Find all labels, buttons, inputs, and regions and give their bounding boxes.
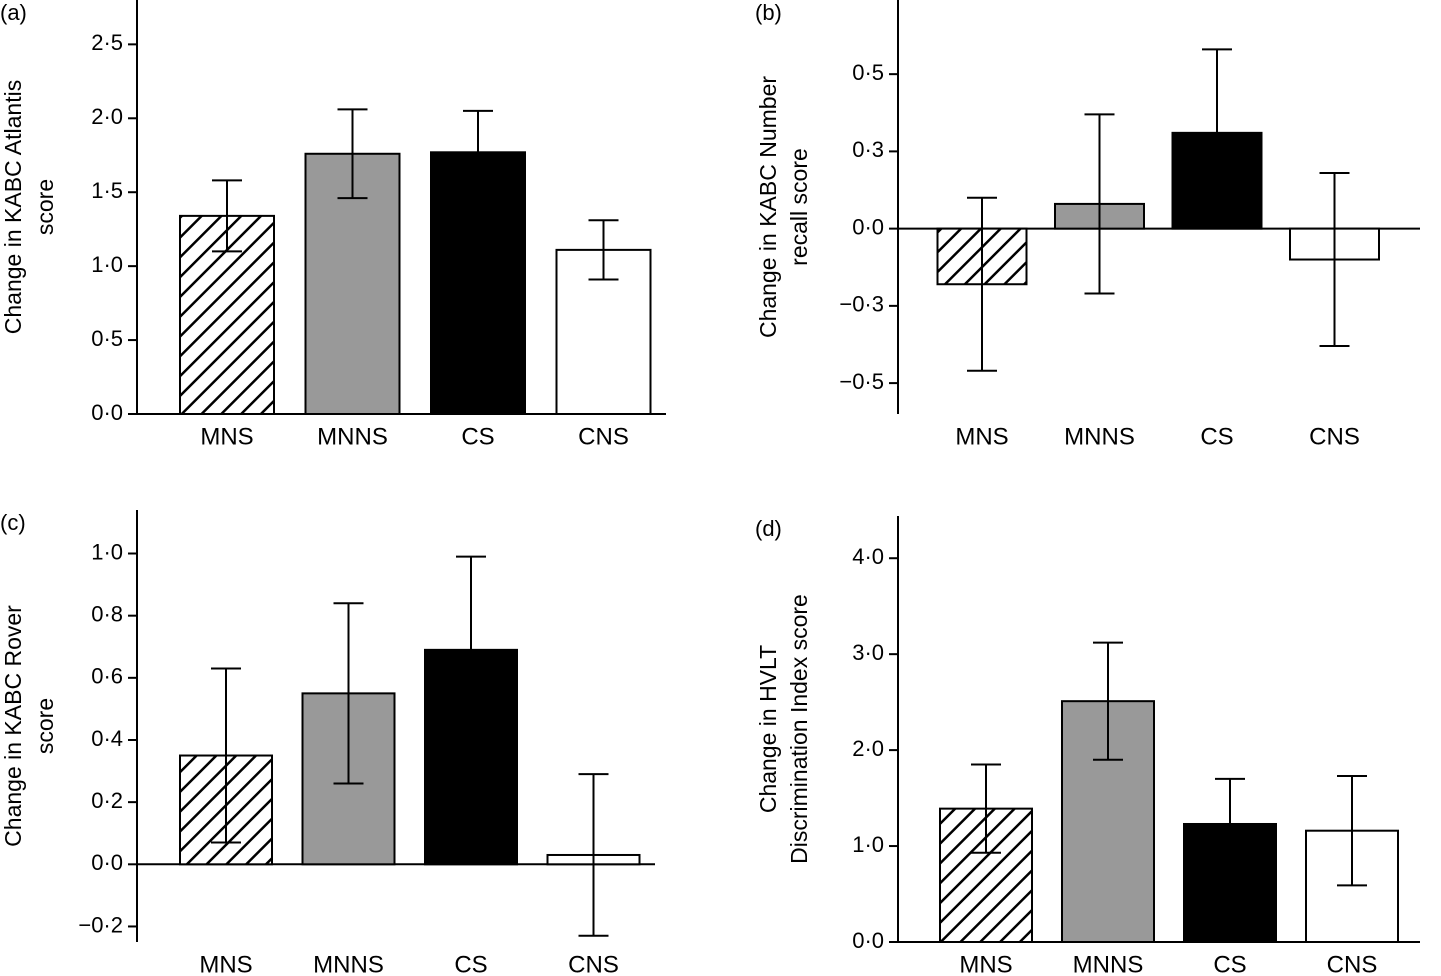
x-tick-label: MNS <box>200 423 253 450</box>
error-bar <box>967 196 997 372</box>
y-tick-label: 0·0 <box>852 928 884 953</box>
y-tick-label: 0·4 <box>91 726 123 751</box>
y-tick-label: −0·3 <box>839 292 884 317</box>
panel-label: (c) <box>0 510 26 535</box>
y-axis-label: Change in KABC Number <box>755 76 781 338</box>
error-bar <box>1215 777 1245 871</box>
x-tick-label: CS <box>454 951 487 976</box>
panel-label: (b) <box>755 0 782 25</box>
y-tick-label: 3·0 <box>852 640 884 665</box>
y-tick-label: 2·5 <box>91 30 123 55</box>
y-axis-label: Change in KABC Atlantis <box>0 80 26 334</box>
x-tick-label: CNS <box>1327 951 1378 976</box>
x-tick-label: CS <box>461 423 494 450</box>
y-tick-label: −0·2 <box>78 912 123 937</box>
y-tick-label: 0·6 <box>91 664 123 689</box>
y-axis-label: Change in KABC Rover <box>0 605 26 847</box>
y-tick-label: 0·5 <box>91 326 123 351</box>
y-tick-label: 0·3 <box>852 137 884 162</box>
error-bar <box>337 108 368 200</box>
error-bar <box>212 179 242 253</box>
y-tick-label: −0·5 <box>839 369 884 394</box>
y-tick-label: 4·0 <box>852 544 884 569</box>
error-bar <box>1084 113 1115 295</box>
error-bar <box>588 219 619 281</box>
y-tick-label: 1·0 <box>852 832 884 857</box>
x-tick-label: MNNS <box>313 951 384 976</box>
x-tick-label: MNS <box>955 423 1008 450</box>
panel-label: (d) <box>755 516 782 541</box>
y-axis-label: score <box>32 698 58 754</box>
y-tick-label: 0·0 <box>91 400 123 425</box>
y-tick-label: 0·0 <box>852 214 884 239</box>
y-tick-label: 0·8 <box>91 601 123 626</box>
y-axis-label: Discrimination Index score <box>786 594 812 864</box>
y-tick-label: 0·2 <box>91 788 123 813</box>
y-tick-label: 0·5 <box>852 60 884 85</box>
bar <box>430 151 526 416</box>
y-tick-label: 1·5 <box>91 178 123 203</box>
x-tick-label: MNNS <box>1073 951 1144 976</box>
y-tick-label: 1·0 <box>91 252 123 277</box>
y-axis-label: recall score <box>786 148 812 266</box>
error-bar <box>333 602 364 785</box>
x-tick-label: MNNS <box>317 423 388 450</box>
error-bar <box>456 555 486 745</box>
error-bar <box>211 667 241 844</box>
error-bar <box>578 773 609 937</box>
y-tick-label: 1·0 <box>91 539 123 564</box>
panel-label: (a) <box>0 0 27 25</box>
error-bar <box>1093 641 1123 761</box>
y-axis-label: Change in HVLT <box>755 645 781 813</box>
error-bar <box>1319 172 1350 348</box>
x-tick-label: CNS <box>568 951 619 976</box>
x-tick-label: CS <box>1200 423 1233 450</box>
x-tick-label: MNNS <box>1064 423 1135 450</box>
x-tick-label: CS <box>1213 951 1246 976</box>
x-tick-label: CNS <box>1309 423 1360 450</box>
x-tick-label: MNS <box>959 951 1012 976</box>
error-bar <box>1202 48 1232 218</box>
x-tick-label: CNS <box>578 423 629 450</box>
error-bar <box>971 763 1001 854</box>
y-tick-label: 0·0 <box>91 850 123 875</box>
y-axis-label: score <box>32 179 58 235</box>
y-tick-label: 2·0 <box>852 736 884 761</box>
error-bar <box>1337 775 1367 887</box>
y-tick-label: 2·0 <box>91 104 123 129</box>
error-bar <box>463 109 493 195</box>
x-tick-label: MNS <box>199 951 252 976</box>
